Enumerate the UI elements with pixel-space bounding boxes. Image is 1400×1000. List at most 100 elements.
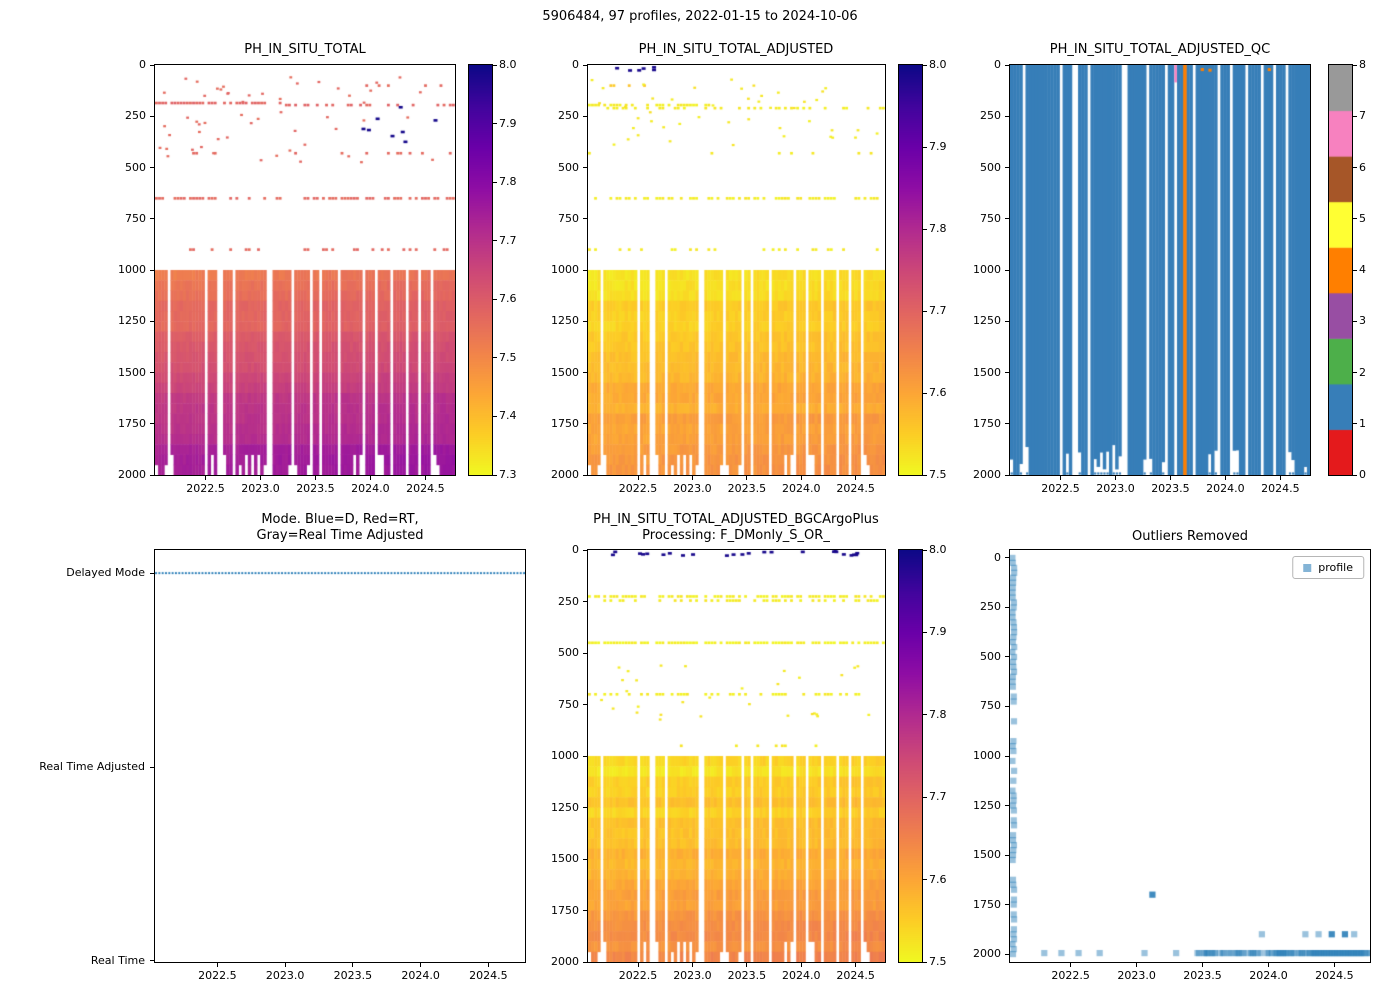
tick-mark	[150, 320, 154, 322]
x-tick-label: 2024.5	[1261, 482, 1300, 495]
tick-mark	[1005, 755, 1009, 757]
tick-mark	[1202, 963, 1204, 967]
tick-mark	[259, 476, 261, 480]
tick-mark	[1005, 474, 1009, 476]
tick-mark	[583, 320, 587, 322]
panel-title-ph-in-situ-total: PH_IN_SITU_TOTAL	[244, 42, 366, 57]
tick-mark	[1060, 476, 1062, 480]
tick-mark	[923, 474, 927, 476]
colorbar-tick-label: 7.9	[929, 625, 947, 639]
tick-mark	[1353, 474, 1357, 476]
colorbar-tick-label: 7.6	[499, 292, 517, 306]
x-tick-label: 2024.0	[781, 482, 821, 495]
tick-mark	[583, 858, 587, 860]
tick-mark	[583, 601, 587, 602]
colorbar-tick-label: 7.9	[499, 116, 517, 130]
colorbar-tick-label: 7.9	[929, 140, 947, 153]
tick-mark	[150, 218, 154, 220]
bgc-title-line2: Processing: F_DMonly_S_OR_	[642, 528, 830, 543]
axes-ph-adjusted	[587, 64, 886, 476]
colorbar-tick-label: 8.0	[929, 543, 947, 556]
y-tick-label: 0	[572, 58, 579, 71]
tick-mark	[1005, 705, 1009, 707]
tick-mark	[420, 963, 422, 967]
x-tick-label: 2022.5	[198, 969, 237, 982]
x-tick-label: 2024.5	[836, 482, 875, 495]
tick-mark	[746, 476, 748, 480]
colorbar-qc-flags	[1328, 64, 1353, 476]
tick-mark	[583, 218, 587, 220]
tick-mark	[493, 357, 497, 359]
tick-mark	[487, 963, 489, 967]
panel-title-bgcargoplus: PH_IN_SITU_TOTAL_ADJUSTED_BGCArgoPlus Pro…	[593, 512, 879, 544]
tick-mark	[583, 372, 587, 373]
y-tick-label: 750	[980, 699, 1001, 713]
x-tick-label: 2024.0	[781, 969, 821, 982]
tick-mark	[923, 64, 927, 66]
colorbar-tick-label: 5	[1359, 211, 1366, 225]
y-tick-label: 2000	[118, 468, 146, 481]
tick-mark	[1005, 854, 1009, 856]
y-tick-label: 1750	[551, 903, 579, 917]
tick-mark	[1114, 476, 1116, 480]
tick-mark	[583, 115, 587, 117]
tick-mark	[150, 960, 154, 962]
heatmap-ph-in-situ-total	[155, 65, 455, 475]
tick-mark	[150, 372, 154, 373]
y-tick-label: 0	[994, 550, 1001, 564]
tick-mark	[1005, 218, 1009, 220]
y-tick-label: 750	[980, 211, 1001, 225]
y-tick-label: 1500	[973, 848, 1001, 862]
tick-mark	[1279, 476, 1281, 480]
profile-marker-icon	[1303, 563, 1312, 572]
colorbar-tick-label: 2	[1359, 365, 1366, 379]
tick-mark	[923, 228, 927, 230]
y-tick-label: 250	[980, 600, 1001, 614]
tick-mark	[1224, 476, 1226, 480]
tick-mark	[637, 476, 639, 480]
axes-bgcargoplus	[587, 549, 886, 963]
y-tick-label: 250	[558, 594, 579, 608]
colorbar-tick-label: 7.8	[499, 175, 517, 189]
colorbar-tick-label: 4	[1359, 263, 1366, 276]
mode-title-line1: Mode. Blue=D, Red=RT,	[261, 512, 419, 527]
y-tick-label: 1750	[973, 897, 1001, 911]
y-tick-label: 1000	[973, 263, 1001, 276]
tick-mark	[1005, 904, 1009, 906]
y-tick-label: 1000	[551, 749, 579, 762]
tick-mark	[583, 269, 587, 271]
tick-mark	[1353, 218, 1357, 220]
x-tick-label: 2024.5	[1315, 969, 1354, 982]
tick-mark	[493, 64, 497, 66]
tick-mark	[583, 704, 587, 705]
colorbar-tick-label: 7.8	[929, 707, 947, 721]
x-tick-label: 2022.5	[1041, 482, 1080, 495]
tick-mark	[800, 476, 802, 480]
tick-mark	[493, 415, 497, 417]
heatmap-ph-adjusted	[588, 65, 885, 475]
tick-mark	[493, 240, 497, 242]
y-tick-label: 1500	[973, 365, 1001, 379]
tick-mark	[1353, 269, 1357, 271]
colorbar-tick-label: 7.7	[499, 233, 517, 247]
y-tick-label: 1500	[551, 852, 579, 865]
tick-mark	[1353, 372, 1357, 373]
colorbar-tick-label: 7.5	[929, 955, 947, 968]
y-tick-label: 2000	[973, 468, 1001, 481]
y-tick-label: 2000	[973, 947, 1001, 961]
colorbar-tick-label: 7.7	[929, 304, 947, 317]
x-tick-label: 2023.5	[1151, 482, 1190, 495]
colorbar-bgcargoplus	[898, 549, 923, 963]
outliers-scatter-plot	[1010, 550, 1370, 962]
colorbar-tick-label: 7.4	[499, 409, 517, 423]
axes-ph-adjusted-qc	[1009, 64, 1311, 476]
y-category-label: Real Time	[90, 953, 145, 967]
y-tick-label: 0	[572, 543, 579, 556]
axes-outliers	[1009, 549, 1371, 963]
tick-mark	[583, 755, 587, 757]
x-tick-label: 2023.0	[673, 482, 712, 495]
x-tick-label: 2023.0	[673, 969, 712, 982]
y-tick-label: 1500	[551, 365, 579, 379]
colorbar-tick-label: 3	[1359, 314, 1366, 328]
y-tick-label: 1250	[973, 798, 1001, 812]
